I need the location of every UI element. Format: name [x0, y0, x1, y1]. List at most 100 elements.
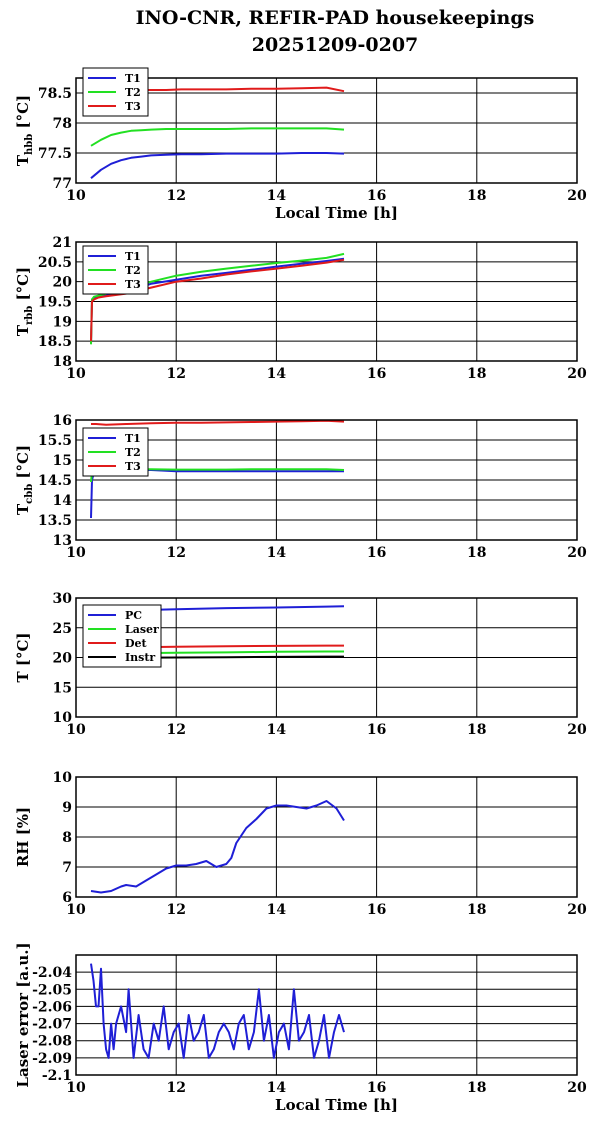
x-tick-label: 16: [367, 188, 386, 204]
chart-panel: 10 12 14 16 18 20 77 77.5 78 78.5 Local Time [h] Th…: [14, 67, 587, 222]
x-tick-label: 10: [66, 366, 86, 382]
y-tick-label: 9: [62, 800, 72, 816]
series-line: [90, 963, 345, 1059]
x-tick-label: 10: [66, 188, 86, 204]
plot-frame: [75, 954, 578, 1076]
x-tick-label: 14: [267, 1080, 287, 1096]
y-tick-label: 7: [62, 860, 72, 876]
y-tick-label: 15: [53, 453, 72, 469]
legend-label: T1: [125, 432, 141, 445]
x-tick-label: 14: [267, 722, 287, 738]
x-tick-label: 18: [467, 902, 486, 918]
x-tick-label: 20: [567, 366, 587, 382]
y-tick-label: 10: [53, 770, 73, 786]
legend-label: Instr: [125, 651, 155, 664]
series-line: [90, 252, 345, 345]
series-line: [90, 800, 345, 894]
x-tick-label: 20: [567, 545, 587, 561]
x-tick-label: 18: [467, 188, 486, 204]
legend-label: T2: [125, 86, 141, 99]
legend-label: T2: [125, 264, 141, 277]
legend-label: Det: [125, 637, 148, 650]
plot-frame: [75, 776, 578, 898]
y-tick-label: 13: [53, 533, 72, 549]
y-tick-label: 15: [53, 680, 72, 696]
y-tick-label: 10: [53, 710, 73, 726]
x-axis-label: Local Time [h]: [275, 204, 398, 222]
chart-panel: 10 12 14 16 18 20 6 7 8 9 10 RH [%]: [14, 770, 587, 918]
legend-label: T3: [125, 100, 141, 113]
y-tick-label: 77.5: [38, 146, 72, 162]
x-tick-label: 20: [567, 1080, 587, 1096]
series-line: [90, 127, 345, 147]
legend-label: T1: [125, 250, 141, 263]
y-tick-label: 77: [53, 176, 72, 192]
y-axis-label: Laser error [a.u.]: [14, 942, 32, 1087]
x-tick-label: 18: [467, 1080, 486, 1096]
x-tick-label: 14: [267, 902, 287, 918]
y-tick-label: 19.5: [38, 295, 72, 311]
y-axis-label: RH [%]: [14, 807, 32, 867]
y-tick-label: 16: [53, 413, 72, 429]
plot-frame: [75, 77, 578, 184]
x-tick-label: 10: [66, 722, 86, 738]
x-tick-label: 12: [166, 366, 185, 382]
y-tick-label: 20.5: [38, 255, 72, 271]
y-tick-label: 18.5: [38, 334, 72, 350]
x-tick-label: 10: [66, 545, 86, 561]
x-tick-label: 20: [567, 902, 587, 918]
legend-label: Laser: [125, 623, 159, 636]
y-tick-label: -2.06: [32, 999, 72, 1015]
x-tick-label: 12: [166, 188, 185, 204]
y-tick-label: -2.07: [32, 1017, 72, 1033]
x-tick-label: 12: [166, 722, 185, 738]
x-tick-label: 16: [367, 366, 386, 382]
y-tick-label: -2.09: [32, 1051, 72, 1067]
x-axis-label: Local Time [h]: [275, 1096, 398, 1114]
y-tick-label: -2.08: [32, 1034, 72, 1050]
y-axis-label: T [°C]: [14, 632, 32, 682]
y-tick-label: 20: [53, 275, 73, 291]
x-tick-label: 14: [267, 188, 287, 204]
legend-label: T3: [125, 460, 141, 473]
series-line: [90, 258, 345, 342]
x-tick-label: 12: [166, 902, 185, 918]
x-tick-label: 12: [166, 1080, 185, 1096]
chart-panel: 10 12 14 16 18 20 13 13.5 14 14.5 15 15.5 16 Tcbb [°C…: [14, 413, 587, 561]
plot-frame: [75, 597, 578, 718]
y-tick-label: 78.5: [38, 86, 72, 102]
x-tick-label: 18: [467, 366, 486, 382]
y-axis-label: Tcbb [°C]: [14, 445, 35, 515]
y-tick-label: 78: [53, 116, 72, 132]
x-tick-label: 16: [367, 1080, 386, 1096]
y-axis-label: Trbb [°C]: [14, 267, 35, 336]
y-tick-label: 20: [53, 651, 73, 667]
chart-panel: 10 12 14 16 18 20 18 18.5 19 19.5 20 20.5 21 Trbb [°C…: [14, 235, 587, 382]
y-tick-label: 13.5: [38, 513, 72, 529]
x-tick-label: 12: [166, 545, 185, 561]
x-tick-label: 18: [467, 545, 486, 561]
x-tick-label: 16: [367, 545, 386, 561]
figure-title-line1: INO-CNR, REFIR-PAD housekeepings: [136, 7, 535, 29]
y-tick-label: 15.5: [38, 433, 72, 449]
y-tick-label: 6: [62, 890, 72, 906]
y-tick-label: 14.5: [38, 473, 72, 489]
x-tick-label: 16: [367, 722, 386, 738]
legend-label: PC: [125, 609, 142, 622]
y-tick-label: 18: [53, 354, 72, 370]
chart-panel: 10 12 14 16 18 20-2.1-2.09-2.08-2.07-2.06-2.0…: [14, 942, 587, 1114]
x-tick-label: 10: [66, 1080, 86, 1096]
x-tick-label: 20: [567, 722, 587, 738]
legend-label: T1: [125, 72, 141, 85]
y-tick-label: 21: [53, 235, 72, 251]
x-tick-label: 14: [267, 366, 287, 382]
series-line: [90, 152, 345, 179]
x-tick-label: 18: [467, 722, 486, 738]
y-tick-label: -2.05: [32, 982, 72, 998]
plot-frame: [75, 419, 578, 541]
